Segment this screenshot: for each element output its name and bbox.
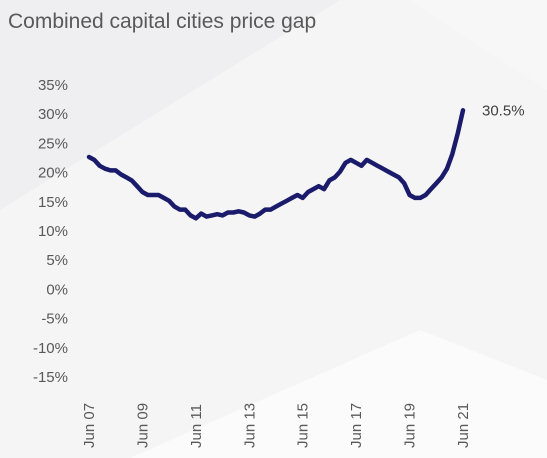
y-tick-label: 0% [46, 281, 68, 298]
y-tick-label: -10% [33, 340, 68, 357]
y-tick-label: 15% [38, 194, 68, 211]
background-shape-bottom [130, 330, 547, 458]
x-tick-label: Jun 19 [402, 403, 419, 448]
x-tick-label: Jun 11 [188, 404, 205, 448]
y-tick-label: 25% [38, 135, 68, 152]
x-tick-label: Jun 13 [241, 403, 258, 448]
y-tick-label: 10% [38, 223, 68, 240]
background-shape-top [0, 0, 340, 210]
y-tick-label: 5% [46, 252, 68, 269]
end-data-label: 30.5% [482, 102, 525, 119]
y-tick-label: -15% [33, 369, 68, 386]
series-line [86, 108, 466, 221]
x-tick-label: Jun 15 [295, 403, 312, 448]
y-tick-label: 35% [38, 77, 68, 94]
x-tick-label: Jun 07 [81, 403, 98, 448]
x-tick-label: Jun 09 [134, 403, 151, 448]
x-tick-label: Jun 21 [455, 403, 472, 448]
y-tick-label: 20% [38, 165, 68, 182]
y-tick-label: -5% [41, 311, 68, 328]
x-tick-label: Jun 17 [348, 403, 365, 448]
chart-title: Combined capital cities price gap [8, 10, 317, 33]
background-shape-right [410, 0, 547, 458]
y-tick-label: 30% [38, 106, 68, 123]
